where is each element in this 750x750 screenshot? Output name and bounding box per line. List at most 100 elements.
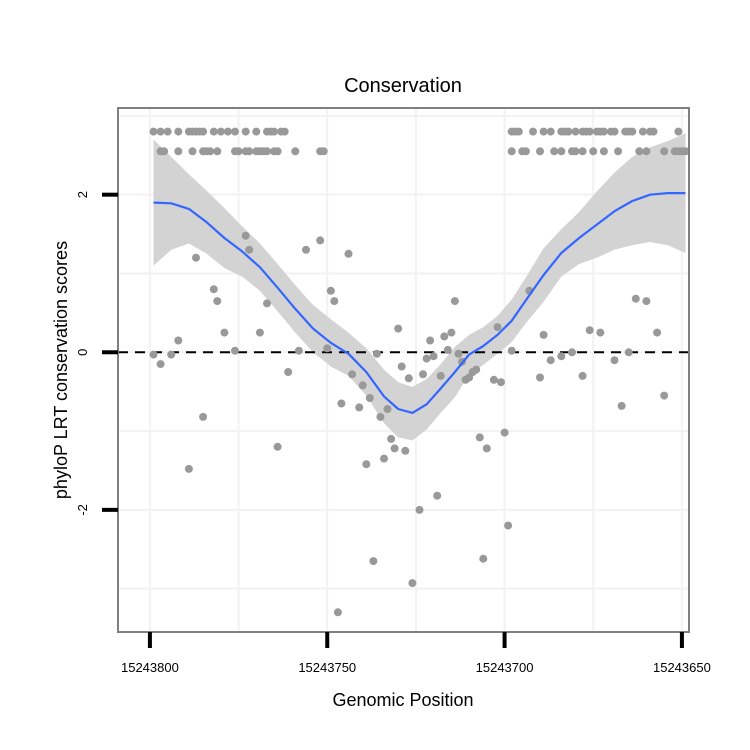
y-axis-label: phyloP LRT conservation scores bbox=[51, 241, 71, 499]
confidence-band bbox=[153, 133, 686, 441]
data-point bbox=[241, 231, 250, 240]
smooth-fit-line bbox=[153, 192, 686, 414]
data-point bbox=[255, 328, 264, 337]
data-point bbox=[546, 127, 555, 136]
plot-panel bbox=[117, 107, 690, 633]
data-point bbox=[599, 147, 608, 156]
y-tick-label: 2 bbox=[75, 191, 90, 198]
panel-border bbox=[117, 107, 690, 633]
data-point bbox=[380, 454, 388, 463]
data-point bbox=[149, 127, 158, 136]
data-point bbox=[294, 346, 303, 355]
data-point bbox=[284, 368, 293, 376]
data-point bbox=[199, 412, 208, 421]
data-point bbox=[174, 147, 183, 156]
data-point bbox=[372, 349, 381, 358]
data-point bbox=[252, 127, 261, 136]
data-point bbox=[302, 245, 310, 254]
data-point bbox=[429, 352, 438, 361]
data-point bbox=[433, 491, 442, 500]
data-point bbox=[291, 147, 300, 156]
x-tick-label: 15243800 bbox=[121, 660, 179, 675]
data-point bbox=[504, 521, 513, 530]
x-tick-label: 15243700 bbox=[476, 660, 534, 675]
data-point bbox=[209, 127, 218, 136]
data-point bbox=[635, 147, 644, 156]
data-point bbox=[337, 399, 346, 408]
data-point bbox=[184, 464, 193, 473]
data-point bbox=[397, 362, 406, 371]
data-point bbox=[631, 294, 640, 303]
data-point bbox=[167, 350, 176, 359]
data-point bbox=[482, 444, 491, 453]
data-point bbox=[156, 127, 165, 136]
data-point bbox=[507, 346, 516, 355]
data-point bbox=[436, 371, 445, 380]
data-point bbox=[365, 394, 374, 402]
data-point bbox=[596, 328, 605, 337]
y-tick-label: -2 bbox=[75, 504, 90, 516]
data-point bbox=[358, 381, 367, 390]
data-point bbox=[326, 286, 335, 295]
data-point bbox=[206, 147, 215, 156]
data-point bbox=[450, 297, 459, 306]
data-point bbox=[348, 370, 357, 379]
data-point bbox=[557, 352, 566, 361]
data-point bbox=[599, 127, 608, 136]
data-point bbox=[220, 328, 229, 337]
data-point bbox=[160, 147, 169, 156]
data-point bbox=[422, 354, 431, 363]
data-point bbox=[546, 356, 555, 365]
y-axis: -2 0 2 bbox=[75, 191, 118, 516]
data-point bbox=[270, 127, 278, 136]
data-point bbox=[231, 127, 239, 136]
data-point bbox=[585, 326, 594, 335]
data-point bbox=[653, 328, 662, 337]
data-point bbox=[174, 127, 183, 136]
data-point bbox=[344, 249, 353, 258]
data-point bbox=[419, 370, 427, 379]
data-point bbox=[426, 336, 435, 345]
data-point bbox=[638, 127, 647, 136]
x-axis-label: Genomic Position bbox=[332, 690, 473, 710]
data-point bbox=[263, 147, 271, 156]
data-point bbox=[610, 356, 619, 365]
data-point bbox=[493, 323, 502, 332]
data-point bbox=[149, 350, 158, 359]
data-point bbox=[571, 127, 580, 136]
data-point bbox=[610, 127, 619, 136]
data-point bbox=[507, 147, 516, 156]
data-point bbox=[245, 245, 254, 254]
data-point bbox=[387, 434, 396, 443]
data-point bbox=[163, 127, 172, 136]
data-point bbox=[628, 127, 637, 136]
data-point bbox=[475, 433, 484, 442]
data-point bbox=[539, 330, 548, 339]
data-point bbox=[447, 328, 456, 337]
data-point bbox=[234, 147, 243, 156]
data-point bbox=[273, 442, 282, 451]
data-point bbox=[408, 579, 417, 588]
data-point bbox=[213, 147, 222, 156]
data-point bbox=[209, 285, 218, 294]
data-point bbox=[472, 365, 481, 374]
data-point bbox=[333, 608, 342, 617]
data-point bbox=[614, 147, 623, 156]
data-point bbox=[568, 348, 576, 357]
data-point bbox=[529, 127, 537, 136]
data-point bbox=[479, 554, 488, 563]
x-tick-label: 15243750 bbox=[298, 660, 356, 675]
y-tick-label: 0 bbox=[75, 349, 90, 356]
data-point bbox=[536, 373, 544, 382]
data-point bbox=[440, 332, 449, 341]
data-point bbox=[454, 349, 463, 358]
x-tick-label: 15243650 bbox=[653, 660, 711, 675]
data-point bbox=[514, 127, 523, 136]
data-point bbox=[223, 127, 232, 136]
data-point bbox=[330, 297, 339, 306]
data-point bbox=[383, 405, 392, 413]
data-point bbox=[585, 127, 594, 136]
data-point bbox=[649, 127, 658, 136]
x-axis: 15243800 15243750 15243700 15243650 bbox=[121, 632, 711, 675]
data-point bbox=[216, 127, 225, 136]
